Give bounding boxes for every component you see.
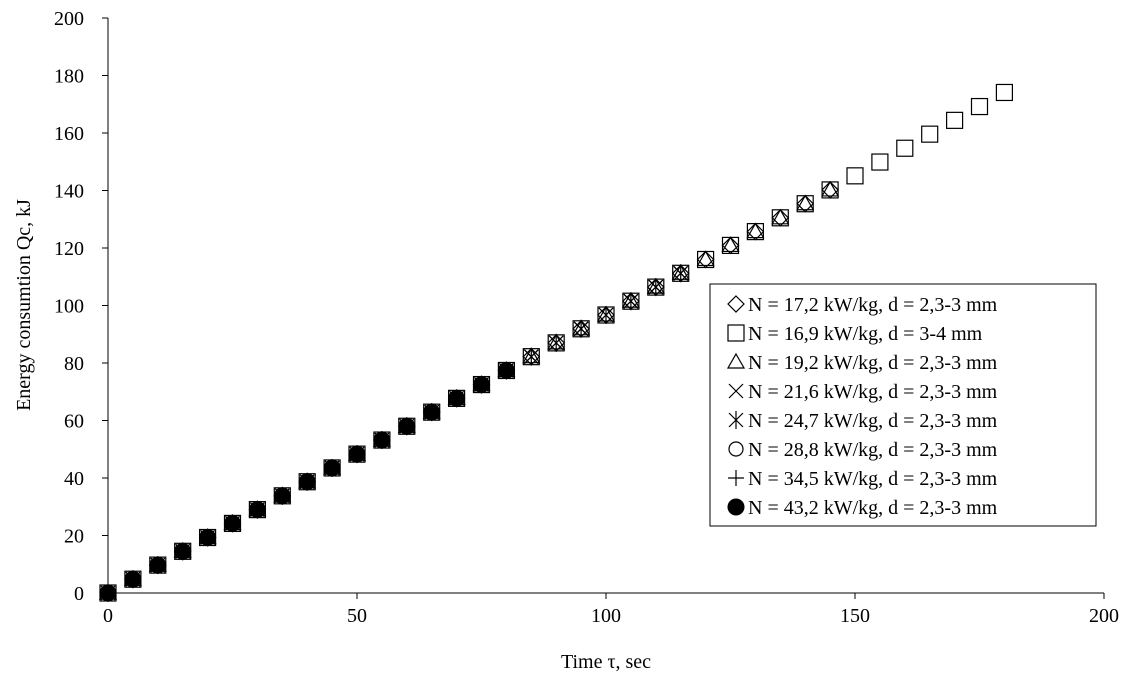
data-point-triangle-open <box>771 208 790 225</box>
data-point-square-open <box>995 83 1014 102</box>
legend-marker-circle-open <box>728 441 744 457</box>
series-circle-filled <box>99 361 515 602</box>
y-tick-label: 160 <box>54 123 84 145</box>
data-point-square-open <box>921 125 939 143</box>
legend-box <box>709 283 1097 527</box>
y-tick-label: 120 <box>54 238 84 260</box>
data-point-square-open <box>970 97 989 116</box>
legend-label: N = 43,2 kW/kg, d = 2,3-3 mm <box>748 497 998 519</box>
legend-label: N = 19,2 kW/kg, d = 2,3-3 mm <box>748 352 998 374</box>
legend-label: N = 21,6 kW/kg, d = 2,3-3 mm <box>748 381 998 403</box>
data-point-asterisk <box>623 292 639 311</box>
data-point-asterisk <box>573 319 589 338</box>
data-point-circle-filled <box>423 403 441 421</box>
data-point-circle-filled <box>273 487 291 505</box>
legend-marker-asterisk <box>728 411 744 429</box>
series-layer <box>98 83 1014 602</box>
data-point-circle-filled <box>99 584 117 602</box>
data-point-circle-filled <box>174 542 192 560</box>
data-point-triangle-open <box>796 194 815 211</box>
x-tick-label: 150 <box>840 605 870 627</box>
data-point-circle-filled <box>124 570 142 588</box>
data-point-asterisk <box>598 305 614 324</box>
legend-label: N = 24,7 kW/kg, d = 2,3-3 mm <box>748 410 998 432</box>
y-tick-label: 180 <box>54 66 84 88</box>
legend-item: N = 24,7 kW/kg, d = 2,3-3 mm <box>728 410 998 432</box>
x-tick-label: 100 <box>591 605 621 627</box>
y-tick-label: 20 <box>64 526 84 548</box>
legend: N = 17,2 kW/kg, d = 2,3-3 mm N = 16,9 kW/… <box>709 283 1097 527</box>
legend-item: N = 21,6 kW/kg, d = 2,3-3 mm <box>728 381 998 403</box>
legend-label: N = 16,9 kW/kg, d = 3-4 mm <box>748 323 983 345</box>
data-point-circle-filled <box>149 556 167 574</box>
data-point-asterisk <box>523 347 539 366</box>
legend-label: N = 34,5 kW/kg, d = 2,3-3 mm <box>748 468 998 490</box>
data-point-triangle-open <box>746 222 765 239</box>
data-point-asterisk <box>673 264 689 283</box>
data-point-circle-filled <box>348 445 366 463</box>
y-tick-label: 0 <box>74 583 84 605</box>
y-tick-label: 100 <box>54 296 84 318</box>
data-point-square-open <box>945 111 964 129</box>
legend-marker-diamond-open <box>727 295 745 313</box>
legend-label: N = 28,8 kW/kg, d = 2,3-3 mm <box>748 439 998 461</box>
data-point-asterisk <box>548 333 564 352</box>
legend-label: N = 17,2 kW/kg, d = 2,3-3 mm <box>748 294 998 316</box>
data-point-triangle-open <box>696 250 715 267</box>
legend-item: N = 34,5 kW/kg, d = 2,3-3 mm <box>728 468 998 490</box>
x-axis-title: Time τ, sec <box>561 651 651 673</box>
data-point-circle-filled <box>398 417 416 435</box>
data-point-circle-filled <box>298 473 316 491</box>
data-point-square-open <box>871 153 889 171</box>
legend-item: N = 28,8 kW/kg, d = 2,3-3 mm <box>728 439 998 461</box>
legend-marker-x <box>728 383 744 399</box>
data-point-circle-filled <box>323 459 341 477</box>
x-tick-label: 50 <box>347 605 367 627</box>
data-point-triangle-open <box>821 180 840 197</box>
data-point-circle-filled <box>224 514 241 532</box>
y-axis-title: Energy consumtion Qc, kJ <box>13 199 35 411</box>
x-tick-label: 200 <box>1089 605 1119 627</box>
data-point-square-open <box>896 139 914 157</box>
y-tick-label: 40 <box>64 468 84 490</box>
y-tick-label: 140 <box>54 181 84 203</box>
ticks: 0 20 40 60 80 100 120 140 160 180 200 0 50 100 150 200 <box>54 8 1119 627</box>
legend-marker-square-open <box>727 324 745 342</box>
y-tick-label: 60 <box>64 411 84 433</box>
legend-marker-circle-filled <box>727 498 745 516</box>
legend-marker-triangle-open <box>726 352 746 369</box>
y-tick-label: 200 <box>54 8 84 30</box>
y-tick-label: 80 <box>64 353 84 375</box>
data-point-circle-filled <box>199 529 217 547</box>
legend-item: N = 43,2 kW/kg, d = 2,3-3 mm <box>727 497 998 519</box>
legend-item: N = 19,2 kW/kg, d = 2,3-3 mm <box>726 352 998 374</box>
data-point-circle-filled <box>448 389 466 407</box>
data-point-circle-filled <box>473 376 490 394</box>
x-tick-label: 0 <box>103 605 113 627</box>
data-point-circle-filled <box>373 431 391 449</box>
data-point-asterisk <box>648 278 664 297</box>
legend-marker-plus <box>728 470 744 486</box>
data-point-circle-filled <box>497 361 515 379</box>
legend-item: N = 16,9 kW/kg, d = 3-4 mm <box>727 323 983 345</box>
legend-item: N = 17,2 kW/kg, d = 2,3-3 mm <box>727 294 998 316</box>
data-point-circle-filled <box>248 501 266 519</box>
data-point-triangle-open <box>721 236 740 253</box>
data-point-square-open <box>846 167 864 185</box>
